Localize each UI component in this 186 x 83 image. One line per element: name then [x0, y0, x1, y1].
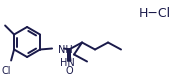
Text: O: O [65, 65, 73, 76]
Text: H−Cl: H−Cl [139, 6, 171, 20]
Text: NH: NH [58, 44, 73, 55]
Text: Cl: Cl [1, 65, 11, 76]
Text: HN: HN [60, 59, 74, 68]
